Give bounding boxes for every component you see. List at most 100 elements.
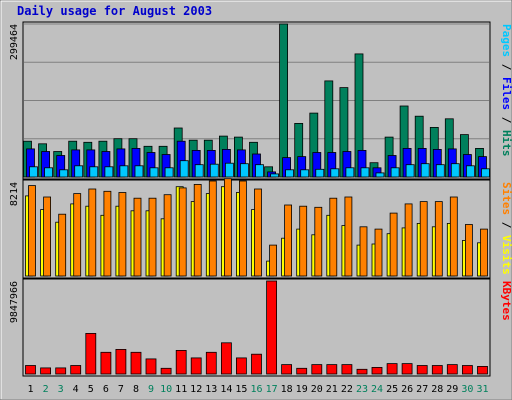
x-tick-label: 14 [220,384,232,395]
bar-kbytes-day-2 [40,367,51,375]
x-tick-label: 7 [118,384,124,395]
bar-sites-day-19 [299,205,308,277]
bar-sites-day-5 [88,188,97,277]
bar-pages-day-13 [209,163,219,178]
bar-kbytes-day-18 [281,364,293,375]
bar-sites-day-31 [480,228,488,277]
bar-pages-day-22 [345,167,355,178]
bar-pages-day-12 [194,164,204,178]
bar-sites-day-3 [58,213,67,277]
bar-kbytes-day-8 [130,351,142,375]
bar-kbytes-day-23 [356,368,368,375]
bar-kbytes-day-6 [100,351,112,375]
bar-pages-day-2 [44,167,53,178]
bar-pages-day-17 [270,173,280,178]
x-tick-label: 24 [371,384,383,395]
panel-max-label: 8214 [9,182,20,206]
panel-visits-sites: 8214 Sites / Visits [9,178,512,279]
panel-hits-files-pages: 299464 Pages / Files / Hits [9,21,512,180]
bar-kbytes-day-16 [251,353,262,375]
x-tick-label: 10 [160,384,172,395]
x-tick-label: 17 [266,384,278,395]
bar-kbytes-day-21 [326,364,338,375]
bar-kbytes-day-28 [431,365,443,375]
x-tick-label: 1 [27,384,33,395]
bar-sites-day-26 [404,203,413,277]
bar-pages-day-10 [164,167,174,178]
bar-kbytes-day-14 [220,342,232,375]
x-tick-label: 2 [43,384,49,395]
bar-pages-day-8 [134,165,144,178]
x-tick-label: 12 [190,384,202,395]
bar-kbytes-day-5 [85,332,97,375]
x-tick-label: 9 [148,384,154,395]
x-tick-label: 22 [341,384,353,395]
bar-sites-day-15 [238,180,247,277]
bar-sites-day-20 [314,206,323,277]
bar-pages-day-29 [450,163,460,178]
series-label-part: Sites [500,182,512,215]
panels-group: 299464 Pages / Files / Hits 8214 Sites / Vi… [9,21,512,377]
bar-pages-day-11 [179,160,189,178]
x-tick-label: 30 [461,384,473,395]
x-tick-label: 26 [401,384,413,395]
bar-sites-day-14 [223,178,232,277]
bar-sites-day-28 [434,201,443,277]
bar-kbytes-day-10 [160,367,172,375]
bar-pages-day-20 [315,168,325,178]
x-tick-label: 6 [103,384,109,395]
bar-pages-day-6 [104,166,114,178]
bar-sites-day-2 [43,196,51,277]
bar-sites-day-12 [193,183,202,277]
bar-kbytes-day-24 [371,366,383,375]
series-label-part: / [500,57,512,77]
x-tick-label: 11 [175,384,187,395]
series-label-part: Visits [500,235,512,275]
bar-pages-day-19 [300,169,310,178]
x-axis: 1 2 3 4 5 6 7 8 9 10 11 12 13 14 15 16 17 18 19 20 21 22 23 24 2… [27,384,488,395]
bar-pages-day-5 [89,166,99,178]
series-pages [29,160,490,178]
panel-kbytes: 9847966 KBytes [9,278,512,377]
panel-max-label: 9847966 [9,281,20,323]
bar-kbytes-day-7 [115,348,127,375]
bar-sites-day-4 [73,193,82,277]
bar-sites-day-30 [464,224,473,277]
bar-pages-day-15 [239,163,249,178]
bar-pages-day-16 [255,164,264,178]
bar-pages-day-26 [405,164,415,178]
bar-sites-day-18 [284,204,293,277]
x-tick-label: 19 [296,384,308,395]
bar-kbytes-day-20 [311,364,323,375]
bar-kbytes-day-3 [55,367,67,375]
bar-pages-day-27 [420,163,430,178]
bar-kbytes-day-13 [205,351,217,375]
panel-series-label: Sites / Visits [500,182,512,275]
bar-sites-day-21 [329,197,338,277]
bar-kbytes-day-31 [477,365,488,375]
bar-kbytes-day-22 [341,364,353,375]
x-tick-label: 25 [386,384,398,395]
bar-sites-day-25 [389,212,398,277]
bar-sites-day-29 [449,196,458,277]
bar-kbytes-day-15 [235,357,247,375]
bar-pages-day-23 [360,167,370,178]
series-label-part: KBytes [500,281,512,321]
bar-kbytes-day-9 [145,358,157,375]
bar-kbytes-day-30 [461,365,473,375]
bar-kbytes-day-4 [70,365,82,375]
bar-sites-day-13 [208,180,217,277]
bar-sites-day-10 [163,194,172,277]
bar-pages-day-1 [29,166,38,178]
bar-sites-day-11 [178,187,187,277]
bar-kbytes-day-25 [386,363,398,375]
chart-title: Daily usage for August 2003 [17,4,212,18]
bar-sites-day-16 [254,188,262,277]
series-label-part: Files [500,77,512,110]
bar-pages-day-9 [149,167,159,178]
bar-sites-day-27 [419,201,428,277]
panel-series-label: Pages / Files / Hits [500,24,512,157]
series-kbytes [25,280,488,375]
bar-sites-day-23 [359,226,368,277]
x-tick-label: 15 [235,384,247,395]
